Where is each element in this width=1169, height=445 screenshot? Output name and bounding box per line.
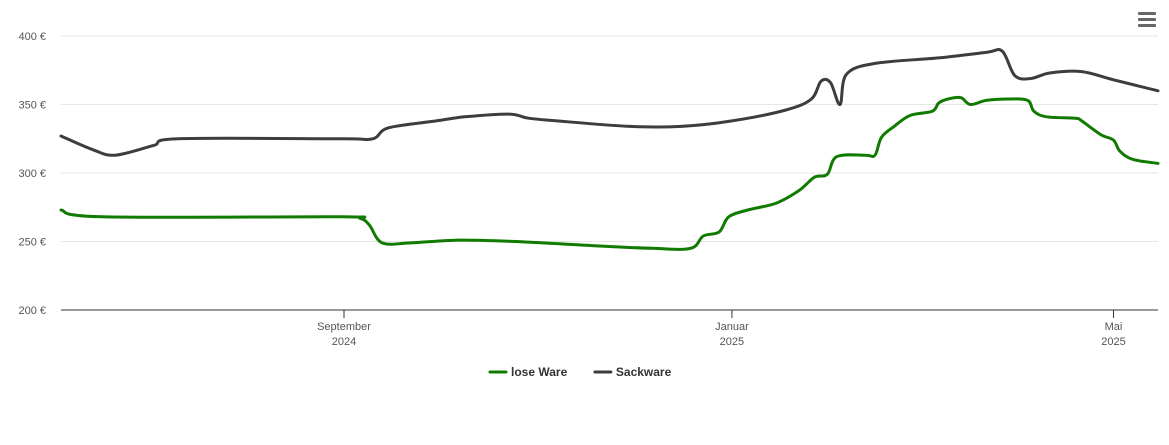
x-tick-label-year: 2025 — [1101, 336, 1125, 348]
legend: lose Ware Sackware — [488, 365, 672, 379]
legend-item-label[interactable]: lose Ware — [511, 365, 568, 379]
y-tick-label: 400 € — [18, 31, 46, 43]
legend-item-label[interactable]: Sackware — [616, 365, 672, 379]
gridlines — [61, 35, 1158, 242]
y-tick-label: 250 € — [18, 237, 46, 249]
y-axis-labels: 200 € 250 € 300 € 350 € 400 € — [18, 31, 46, 317]
y-tick-label: 300 € — [18, 168, 46, 180]
series-line-1 — [59, 48, 1160, 157]
y-tick-label: 200 € — [18, 305, 46, 317]
x-tick-label-month: Januar — [715, 321, 749, 333]
x-tick-label-month: September — [317, 321, 371, 333]
series-lines — [59, 48, 1160, 251]
x-axis-ticks: September 2024 Januar 2025 Mai 2025 — [317, 310, 1126, 348]
chart-menu-button[interactable] — [1136, 12, 1158, 32]
series-line-0 — [59, 95, 1160, 251]
x-tick-label-year: 2025 — [720, 336, 744, 348]
x-tick-label-year: 2024 — [332, 336, 356, 348]
x-tick-label-month: Mai — [1105, 321, 1123, 333]
hamburger-menu-icon — [1138, 12, 1156, 15]
y-tick-label: 350 € — [18, 100, 46, 112]
